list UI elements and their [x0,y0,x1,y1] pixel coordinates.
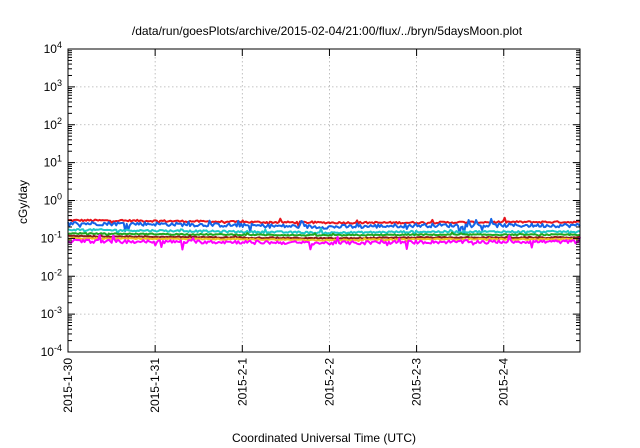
series-line-3 [67,227,581,237]
y-axis-label: cGy/day [16,180,30,224]
y-tick-label: 103 [44,78,62,94]
x-axis: 2015-1-30 2015-1-31 2015-2-1 2015-2-2 2015-2… [61,49,511,413]
y-tick-label: 10-1 [41,229,62,245]
x-tick-label: 2015-2-4 [497,358,511,406]
y-tick-label: 10-3 [41,305,62,321]
x-axis-label: Coordinated Universal Time (UTC) [232,431,416,445]
x-tick-label: 2015-2-3 [410,358,424,406]
x-tick-label: 2015-2-2 [322,358,336,406]
series-line-7 [67,234,581,251]
y-axis: 104 103 102 101 100 10-1 10-2 10-3 10-4 [41,40,580,359]
y-tick-label: 10-2 [41,267,62,283]
series-line-2 [67,217,581,235]
y-tick-label: 104 [44,40,62,56]
series-layer [67,216,581,251]
series-line-5 [67,234,581,240]
series-line-1 [67,216,581,227]
x-tick-label: 2015-1-30 [61,358,75,413]
y-tick-label: 100 [44,192,62,208]
grid [68,49,580,352]
series-line-4 [67,231,580,238]
chart-title: /data/run/goesPlots/archive/2015-02-04/2… [132,24,523,38]
y-tick-label: 102 [44,116,62,132]
series-line-6 [68,236,581,243]
x-tick-label: 2015-2-1 [235,358,249,406]
x-tick-label: 2015-1-31 [148,358,162,413]
y-tick-label: 101 [44,154,62,170]
y-tick-label: 10-4 [41,343,62,359]
